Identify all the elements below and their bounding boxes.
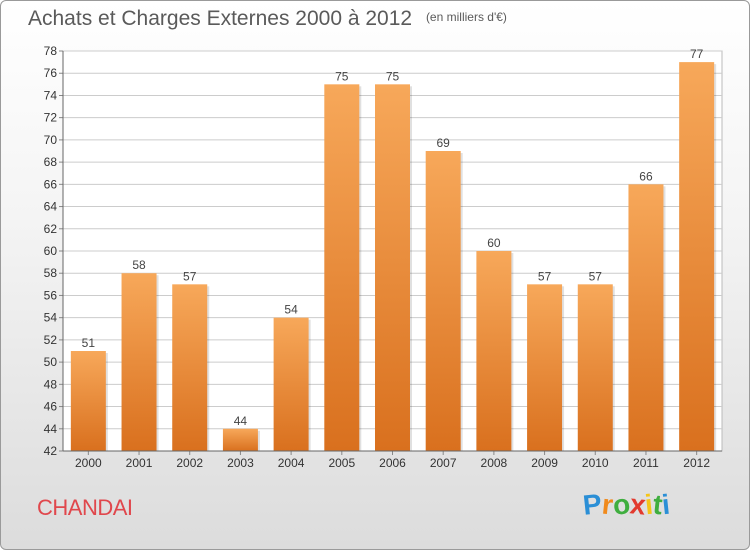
data-label: 60 xyxy=(487,236,501,250)
data-label: 57 xyxy=(183,269,197,283)
y-tick-label: 66 xyxy=(44,177,58,191)
y-tick-label: 60 xyxy=(44,244,58,258)
y-tick-label: 74 xyxy=(44,88,58,102)
x-tick-label: 2012 xyxy=(683,456,710,470)
bar xyxy=(527,284,563,451)
bar xyxy=(375,84,410,451)
x-tick-label: 2005 xyxy=(328,456,355,470)
y-tick-label: 50 xyxy=(44,355,58,369)
x-tick-label: 2000 xyxy=(75,456,102,470)
data-label: 57 xyxy=(589,269,603,283)
y-tick-label: 72 xyxy=(44,111,58,125)
bar xyxy=(222,428,258,451)
y-tick-label: 68 xyxy=(44,155,58,169)
bar xyxy=(476,251,512,451)
x-tick-label: 2008 xyxy=(481,456,508,470)
data-label: 75 xyxy=(335,69,349,83)
chart-unit: (en milliers d'€) xyxy=(425,10,507,24)
x-tick-label: 2009 xyxy=(531,456,558,470)
y-tick-label: 46 xyxy=(44,400,58,414)
data-label: 77 xyxy=(690,47,704,61)
logo-letter: i xyxy=(660,488,672,521)
x-tick-label: 2006 xyxy=(379,456,406,470)
bar xyxy=(577,284,613,451)
y-tick-label: 64 xyxy=(44,200,58,214)
y-tick-label: 78 xyxy=(44,44,58,58)
bar xyxy=(679,62,715,451)
x-tick-label: 2007 xyxy=(430,456,457,470)
x-tick-label: 2011 xyxy=(633,456,659,470)
data-label: 54 xyxy=(284,303,298,317)
y-tick-label: 62 xyxy=(44,222,58,236)
y-tick-label: 42 xyxy=(44,444,58,458)
data-label: 44 xyxy=(234,414,248,428)
bar xyxy=(425,151,461,451)
data-label: 66 xyxy=(639,169,653,183)
y-tick-label: 44 xyxy=(44,422,58,436)
y-tick-label: 76 xyxy=(44,66,58,80)
chart-title: Achats et Charges Externes 2000 à 2012 (… xyxy=(28,7,507,31)
x-tick-label: 2004 xyxy=(278,456,305,470)
data-label: 58 xyxy=(132,258,146,272)
chart-title-text: Achats et Charges Externes 2000 à 2012 xyxy=(28,7,413,30)
proxiti-logo[interactable]: Proxiti xyxy=(581,488,672,521)
bar xyxy=(628,184,664,452)
data-label: 75 xyxy=(386,69,400,83)
x-tick-label: 2003 xyxy=(227,456,254,470)
bar xyxy=(172,284,208,451)
x-tick-label: 2002 xyxy=(176,456,203,470)
y-tick-label: 58 xyxy=(44,266,58,280)
x-tick-label: 2010 xyxy=(582,456,609,470)
bar xyxy=(121,273,157,451)
data-label: 57 xyxy=(538,269,552,283)
data-label: 69 xyxy=(437,136,451,150)
data-label: 51 xyxy=(82,336,96,350)
bar xyxy=(273,317,309,451)
commune-name: CHANDAI xyxy=(37,495,133,520)
bar xyxy=(70,351,106,451)
y-tick-label: 54 xyxy=(44,311,58,325)
y-tick-label: 56 xyxy=(44,288,58,302)
y-tick-label: 48 xyxy=(44,377,58,391)
y-tick-label: 70 xyxy=(44,133,58,147)
y-tick-label: 52 xyxy=(44,333,58,347)
x-tick-label: 2001 xyxy=(126,456,153,470)
bar xyxy=(324,84,360,451)
